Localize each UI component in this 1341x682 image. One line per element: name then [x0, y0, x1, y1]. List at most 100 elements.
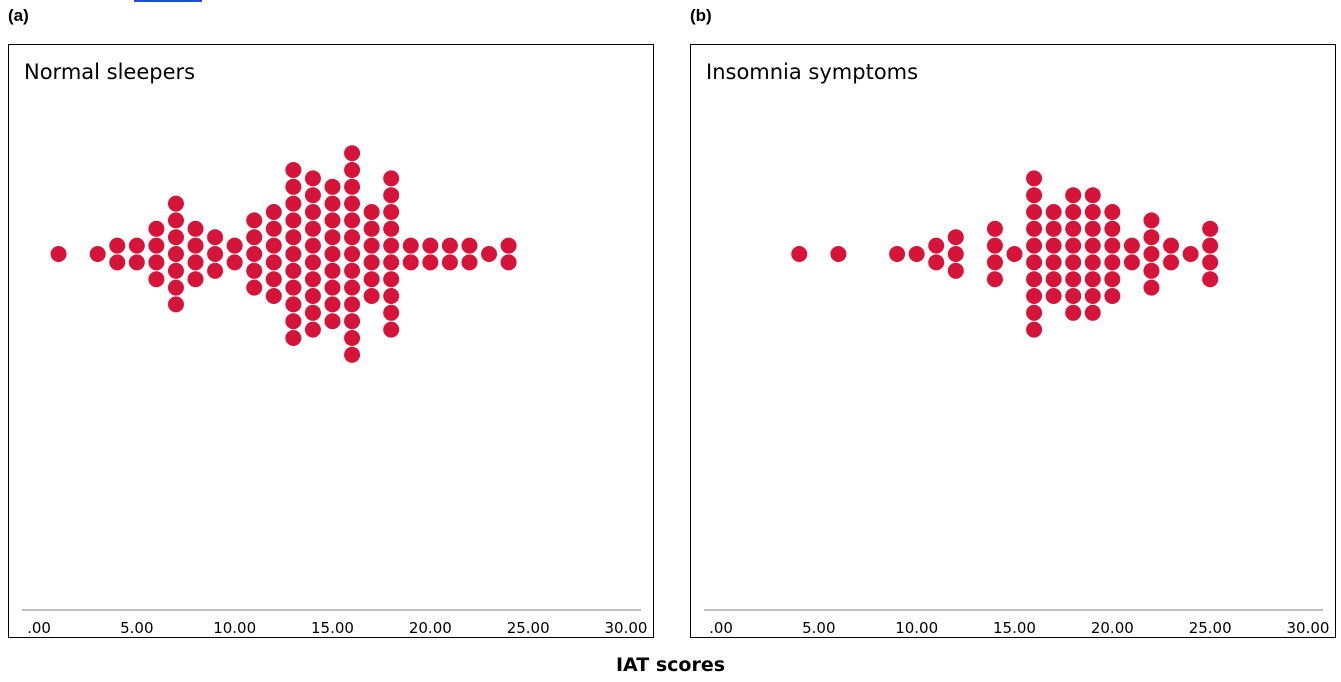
panel-b-x-tick-label: 15.00: [993, 619, 1036, 636]
panel-a-data-point: [344, 313, 361, 330]
panel-b-data-point: [1065, 288, 1082, 304]
panel-b-data-point: [1123, 254, 1140, 271]
panel-a-data-point: [324, 212, 341, 229]
panel-a-data-point: [461, 237, 478, 254]
panel-b-data-point: [986, 254, 1003, 271]
panel-b-data-point: [1084, 254, 1101, 271]
panel-b-data-point: [1084, 220, 1101, 237]
panel-a-data-point: [402, 254, 419, 271]
panel-a-data-point: [363, 204, 380, 220]
panel-b-data-point: [1202, 254, 1219, 271]
panel-a-data-point: [226, 254, 243, 271]
panel-a-data-point: [246, 279, 263, 296]
panel-a-data-point: [304, 170, 321, 187]
panel-a-data-point: [187, 237, 204, 254]
panel-b-data-point: [1143, 262, 1160, 279]
panel-b-data-point: [1104, 271, 1121, 288]
panel-b-data-point: [1026, 204, 1043, 220]
panel-b-x-tick-label: 30.00: [1287, 619, 1330, 636]
panel-b-title: Insomnia symptoms: [706, 60, 919, 84]
panel-b-x-tick-label: .00: [709, 619, 733, 636]
panel-b-data-point: [1045, 271, 1062, 288]
panel-a-data-point: [383, 304, 400, 321]
panel-b-data-point: [1045, 254, 1062, 271]
panel-a-data-point: [187, 271, 204, 288]
panel-b-data-point: [986, 220, 1003, 237]
panel-a-data-point: [265, 237, 282, 254]
panel-b-plot: .00 5.00 10.00 15.00 20.00 25.00 30.00: [704, 170, 1330, 636]
panel-b-data-point: [1045, 237, 1062, 254]
panel-a-data-point: [167, 229, 184, 246]
panel-a-data-point: [344, 178, 361, 195]
panel-a-data-point: [324, 262, 341, 279]
panel-a-data-point: [148, 220, 165, 237]
panel-a-plot: .00 5.00 10.00 15.00 20.00 25.00 30.00: [22, 145, 647, 636]
panel-b-data-point: [1026, 187, 1043, 204]
panel-a-data-point: [383, 321, 400, 338]
panel-a-data-point: [207, 246, 224, 262]
panel-a-data-point: [500, 254, 517, 271]
panel-a-data-point: [324, 279, 341, 296]
panel-a-data-point: [89, 246, 106, 262]
panel-b-data-point: [986, 271, 1003, 288]
panel-b-data-point: [791, 246, 808, 262]
panel-a-data-point: [344, 246, 361, 262]
panel-b-data-point: [1123, 237, 1140, 254]
panel-a-data-point: [148, 237, 165, 254]
panel-b-x-tick-label: 5.00: [802, 619, 835, 636]
panel-a-data-point: [285, 262, 302, 279]
panel-a-data-point: [285, 330, 302, 346]
panel-b-data-point: [1163, 237, 1180, 254]
panel-a-label: (a): [8, 6, 29, 25]
panel-a-data-point: [344, 296, 361, 313]
panel-a-data-point: [246, 262, 263, 279]
panel-a-data-point: [383, 271, 400, 288]
panel-a-x-tick-label: 15.00: [311, 619, 354, 636]
panel-a-data-point: [265, 288, 282, 304]
panel-b-data-point: [1026, 271, 1043, 288]
panel-a-data-point: [344, 162, 361, 178]
panel-b-data-point: [986, 237, 1003, 254]
panel-a-data-point: [265, 204, 282, 220]
panel-a-data-point: [265, 271, 282, 288]
panel-a-data-point: [324, 229, 341, 246]
panel-a-data-point: [246, 229, 263, 246]
panel-b-data-point: [1084, 237, 1101, 254]
panel-b-x-tick-label: 20.00: [1091, 619, 1134, 636]
panel-b-data-point: [1202, 237, 1219, 254]
panel-a-data-point: [285, 178, 302, 195]
panel-b-data-point: [1045, 288, 1062, 304]
panel-a-data-point: [344, 279, 361, 296]
panel-b-data-point: [1084, 288, 1101, 304]
panel-b-data-point: [1182, 246, 1199, 262]
panel-a-data-point: [148, 271, 165, 288]
panel-a-data-point: [344, 195, 361, 212]
panel-b-data-point: [1026, 304, 1043, 321]
panel-a-data-point: [167, 212, 184, 229]
panel-b-data-point: [1202, 220, 1219, 237]
panel-a-data-point: [363, 220, 380, 237]
panel-a-data-point: [304, 321, 321, 338]
panel-a-data-point: [167, 195, 184, 212]
panel-a-data-point: [246, 246, 263, 262]
panel-b-data-point: [1026, 254, 1043, 271]
panel-a-data-point: [441, 237, 458, 254]
panel-a-data-point: [304, 187, 321, 204]
panel-a-data-point: [226, 237, 243, 254]
panel-b-data-point: [1202, 271, 1219, 288]
panel-a-data-point: [383, 254, 400, 271]
panel-b-data-point: [1104, 254, 1121, 271]
panel-a-data-point: [383, 220, 400, 237]
panel-b-data-point: [1065, 237, 1082, 254]
panel-b-data-point: [1163, 254, 1180, 271]
panel-a-data-point: [265, 254, 282, 271]
panel-b-data-point: [1104, 288, 1121, 304]
panel-a-data-point: [344, 346, 361, 363]
panel-b-data-point: [928, 237, 945, 254]
panel-a-data-point: [50, 246, 67, 262]
panel-a-data-point: [304, 220, 321, 237]
panel-a-data-point: [344, 212, 361, 229]
panel-b-data-point: [908, 246, 925, 262]
panel-b-data-point: [1026, 220, 1043, 237]
panel-a-data-point: [383, 204, 400, 220]
